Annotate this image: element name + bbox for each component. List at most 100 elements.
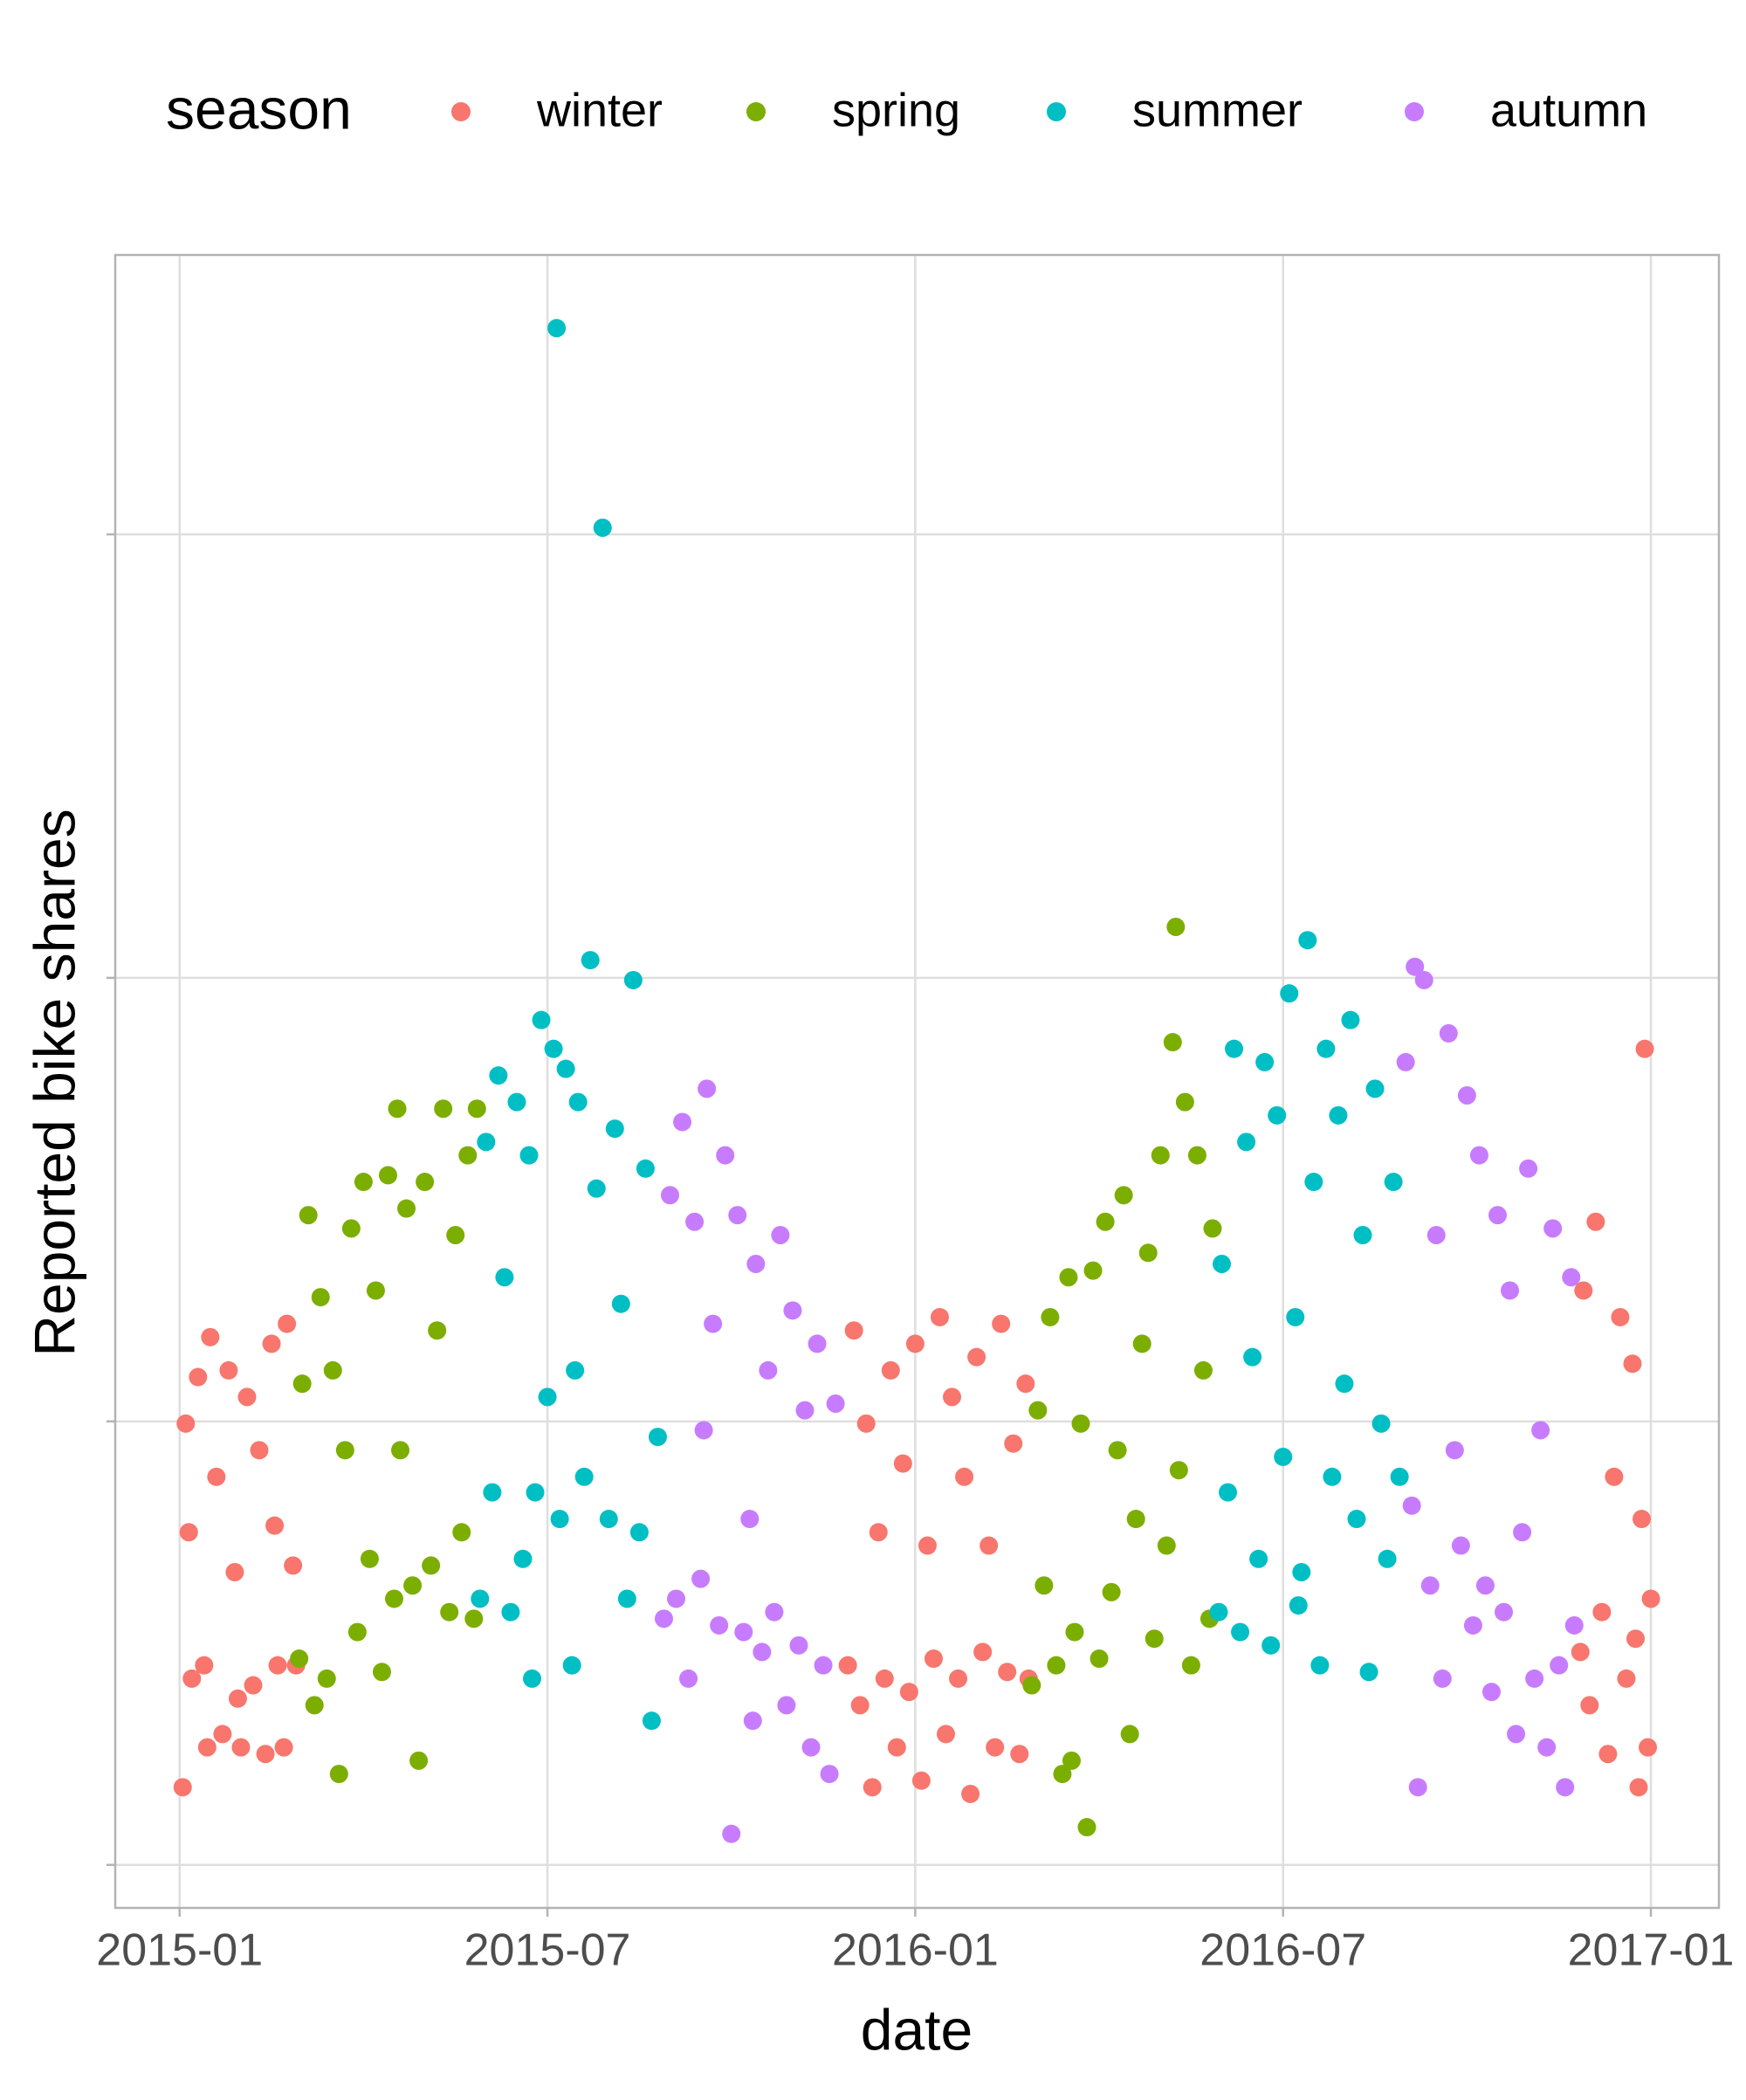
legend-label: winter: [536, 84, 663, 136]
point: [753, 1642, 772, 1662]
point: [636, 1159, 655, 1178]
point: [446, 1225, 465, 1244]
point: [1406, 957, 1425, 976]
point: [1255, 1052, 1275, 1071]
point: [1457, 1085, 1476, 1105]
point: [1513, 1523, 1532, 1542]
point: [568, 1092, 588, 1112]
point: [1310, 1656, 1330, 1675]
point: [667, 1589, 686, 1608]
point: [1203, 1219, 1222, 1238]
point: [1213, 1255, 1232, 1274]
point: [1041, 1307, 1060, 1326]
point: [783, 1301, 802, 1320]
point: [1298, 931, 1317, 950]
point: [1157, 1536, 1176, 1555]
point: [1108, 1441, 1127, 1460]
point: [1169, 1461, 1188, 1480]
point: [256, 1745, 275, 1764]
point: [329, 1765, 348, 1784]
point: [207, 1467, 226, 1486]
point: [1390, 1467, 1409, 1486]
point: [1445, 1441, 1464, 1460]
point: [538, 1387, 557, 1407]
point: [428, 1321, 447, 1340]
point: [1347, 1510, 1366, 1529]
point: [1605, 1467, 1624, 1486]
point: [1289, 1596, 1308, 1615]
point: [173, 1778, 192, 1797]
point: [354, 1173, 373, 1192]
point: [225, 1563, 244, 1582]
point: [372, 1663, 391, 1682]
point: [574, 1467, 594, 1486]
point: [986, 1738, 1005, 1757]
point: [765, 1602, 784, 1621]
point: [1138, 1243, 1158, 1263]
point: [1562, 1268, 1581, 1287]
point: [409, 1751, 429, 1770]
point: [1181, 1656, 1200, 1675]
point: [581, 951, 600, 970]
point: [1249, 1549, 1268, 1568]
point: [789, 1635, 808, 1655]
point: [1304, 1173, 1323, 1192]
point: [1323, 1467, 1342, 1486]
point: [274, 1738, 293, 1757]
point: [1580, 1696, 1599, 1715]
point: [1543, 1219, 1563, 1238]
point: [189, 1367, 208, 1387]
point: [826, 1394, 845, 1414]
point: [1261, 1635, 1281, 1655]
point: [1501, 1281, 1520, 1300]
point: [1341, 1010, 1360, 1029]
point: [182, 1669, 202, 1688]
point: [244, 1676, 263, 1695]
point: [1635, 1039, 1654, 1058]
point: [489, 1066, 508, 1085]
point: [1090, 1649, 1109, 1669]
point: [881, 1360, 900, 1380]
point: [501, 1602, 520, 1621]
point: [434, 1099, 453, 1119]
point: [887, 1738, 906, 1757]
point: [685, 1212, 705, 1231]
point: [961, 1784, 980, 1803]
point: [1292, 1563, 1311, 1582]
point: [1598, 1745, 1618, 1764]
point: [1175, 1092, 1194, 1112]
legend-title: season: [166, 76, 352, 141]
point: [1329, 1105, 1348, 1125]
point: [1507, 1725, 1526, 1744]
point: [1053, 1765, 1072, 1784]
point: [391, 1441, 410, 1460]
point: [1353, 1225, 1372, 1244]
point: [943, 1387, 962, 1407]
point: [1408, 1778, 1427, 1797]
x-tick-label: 2016-07: [1200, 1925, 1366, 1976]
point: [1365, 1079, 1385, 1098]
point: [698, 1079, 717, 1098]
point: [980, 1536, 999, 1555]
point: [284, 1556, 303, 1575]
point: [1035, 1576, 1054, 1595]
point: [728, 1206, 747, 1225]
point: [642, 1711, 661, 1731]
points: [173, 319, 1660, 1843]
point: [458, 1146, 478, 1165]
point: [704, 1314, 723, 1333]
point: [1617, 1669, 1636, 1688]
point: [875, 1669, 894, 1688]
point: [1225, 1039, 1244, 1058]
point: [1016, 1374, 1035, 1394]
point: [179, 1523, 198, 1542]
point: [544, 1039, 563, 1058]
point: [1096, 1212, 1115, 1231]
point: [507, 1092, 526, 1112]
point: [710, 1615, 729, 1635]
point: [1059, 1268, 1078, 1287]
point: [1525, 1669, 1544, 1688]
point: [1550, 1656, 1569, 1675]
